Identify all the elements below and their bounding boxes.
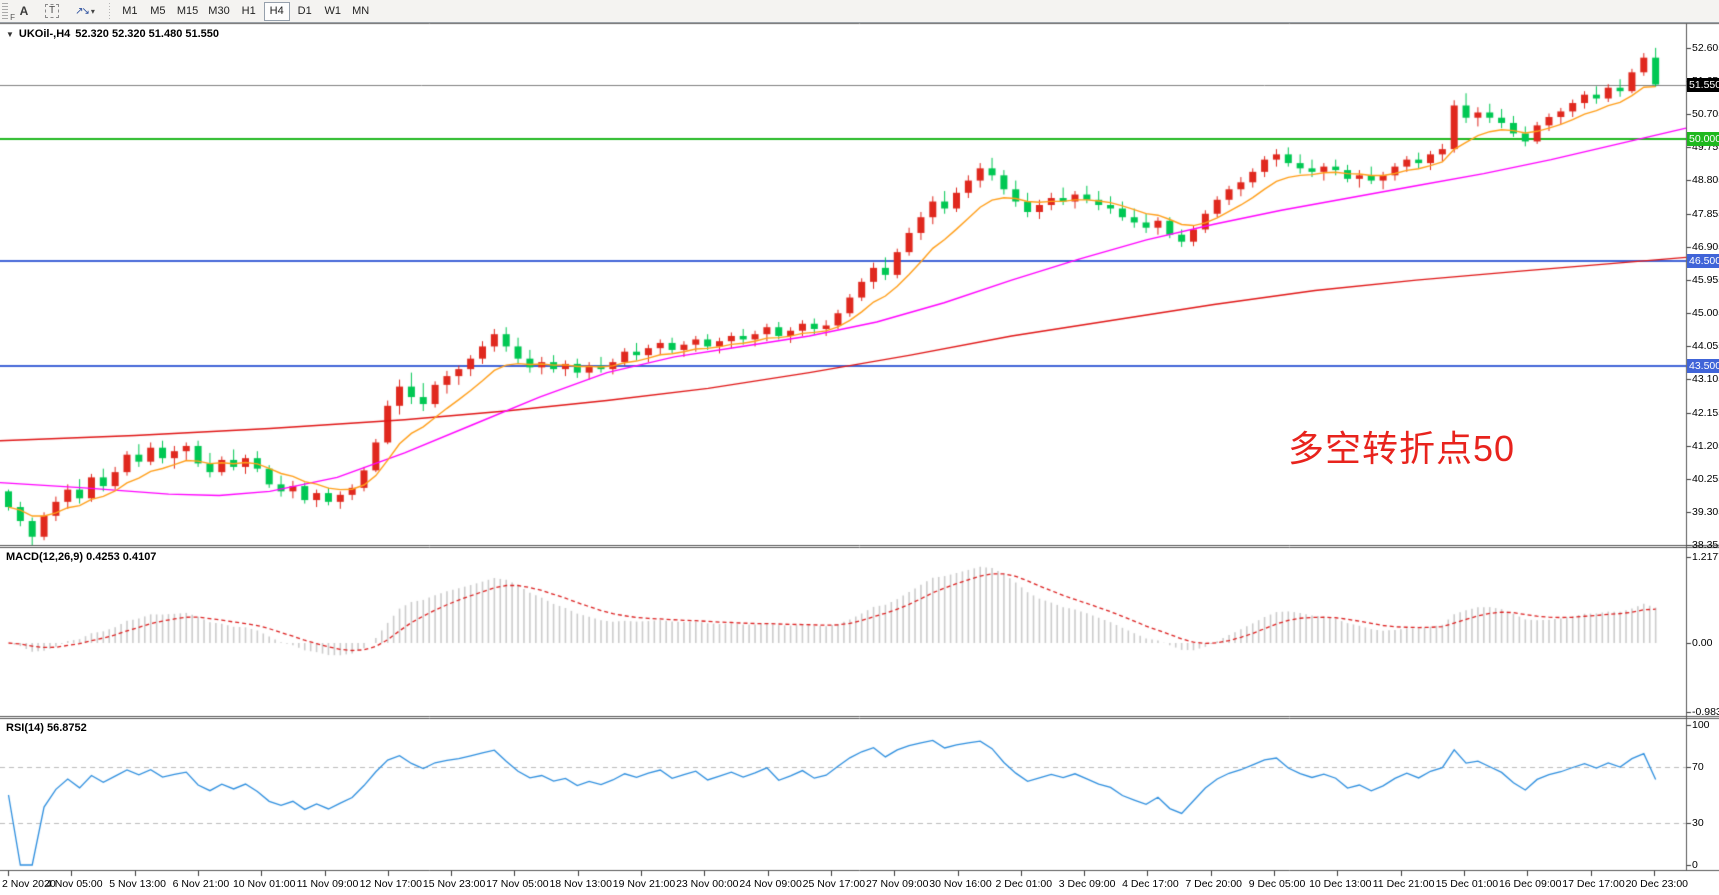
timeframe-button-m30[interactable]: M30: [204, 2, 233, 21]
axis-tick-label: 17 Nov 05:00: [486, 878, 549, 890]
timeframe-button-h4[interactable]: H4: [263, 1, 290, 21]
axis-tick-label: 11 Nov 09:00: [296, 878, 359, 890]
axis-tick-label: 52.605: [1692, 41, 1719, 54]
timeframe-button-h1[interactable]: H1: [236, 2, 262, 21]
text-a-icon[interactable]: A: [13, 1, 35, 21]
timeframe-button-d1[interactable]: D1: [292, 2, 318, 21]
axis-tick-label: 5 Nov 13:00: [109, 878, 166, 890]
axis-tick-label: 50.705: [1692, 108, 1719, 121]
price-marker-box: 43.500: [1687, 358, 1719, 373]
axis-tick-label: 39.305: [1692, 506, 1719, 519]
axis-tick-label: 48.805: [1692, 174, 1719, 187]
timeframe-button-w1[interactable]: W1: [320, 2, 346, 21]
chart-title: ▼ UKOil-,H4 52.320 52.320 51.480 51.550: [6, 28, 219, 40]
timeframe-button-m1[interactable]: M1: [117, 2, 143, 21]
toolbar-grip-handle[interactable]: F: [2, 3, 15, 22]
timeframe-button-m15[interactable]: M15: [173, 2, 202, 21]
axis-tick-label: 12 Nov 17:00: [359, 878, 423, 890]
axis-tick-label: 0: [1692, 859, 1698, 871]
axis-tick-label: 44.055: [1692, 340, 1719, 353]
axis-tick-label: 41.205: [1692, 439, 1719, 452]
axis-tick-label: 15 Dec 01:00: [1435, 878, 1499, 890]
axis-tick-label: 18 Nov 13:00: [549, 878, 612, 890]
timeframe-button-mn[interactable]: MN: [348, 2, 374, 21]
axis-tick-label: 2 Dec 01:00: [995, 878, 1053, 890]
axis-tick-label: 4 Nov 05:00: [45, 878, 103, 890]
dropdown-caret-icon: ▾: [90, 6, 95, 16]
time-axis[interactable]: 2 Nov 2020 4 Nov 05:00 5 Nov 13:00 6 Nov 21…: [0, 872, 1719, 895]
axis-tick-label: 70: [1692, 761, 1704, 773]
axis-tick-label: 4 Dec 17:00: [1122, 878, 1179, 890]
axis-tick-label: 23 Nov 00:00: [676, 878, 739, 890]
axis-tick-label: 17 Dec 17:00: [1562, 878, 1625, 890]
axis-tick-label: 2 Nov 2020: [2, 878, 56, 890]
axis-tick-label: 100: [1692, 719, 1710, 731]
price-axis[interactable]: 52.60551.65550.70549.75548.80547.85546.9…: [1687, 24, 1719, 871]
annotation-text: 多空转折点50: [1288, 428, 1516, 469]
axis-tick-label: 9 Dec 05:00: [1248, 878, 1306, 890]
axis-tick-label: 20 Dec 23:00: [1625, 878, 1689, 890]
axis-tick-label: -0.9832: [1692, 706, 1719, 719]
axis-tick-label: 30 Nov 16:00: [929, 878, 992, 890]
axis-tick-label: 46.905: [1692, 240, 1719, 253]
axis-tick-label: 25 Nov 17:00: [802, 878, 866, 890]
axis-tick-label: 16 Dec 09:00: [1498, 878, 1562, 890]
ohlc-values: 52.320 52.320 51.480 51.550: [75, 28, 220, 40]
axis-tick-label: 27 Nov 09:00: [865, 878, 929, 890]
axis-tick-label: 19 Nov 21:00: [612, 878, 676, 890]
axis-tick-label: 43.105: [1692, 373, 1719, 386]
arrows-tool-icon[interactable]: ↗↘ ▾: [69, 1, 101, 21]
axis-tick-label: 1.2177: [1692, 551, 1719, 563]
axis-tick-label: 7 Dec 20:00: [1185, 878, 1242, 890]
price-marker-box: 50.000: [1687, 131, 1719, 146]
toolbar: F A T ↗↘ ▾ M1 M5 M15 M30 H1 H4 D1 W1 MN: [0, 0, 1719, 23]
axis-tick-label: 38.355: [1692, 539, 1719, 552]
timeframe-button-m5[interactable]: M5: [145, 2, 171, 21]
axis-tick-label: 40.255: [1692, 472, 1719, 485]
cursor-arrows-icon: ↗↘: [75, 5, 90, 17]
price-marker-box: 51.550: [1687, 77, 1719, 92]
axis-tick-label: 30: [1692, 817, 1704, 829]
symbol-dropdown-icon[interactable]: ▼: [6, 29, 14, 39]
rsi-indicator-label: RSI(14) 56.8752: [6, 722, 87, 734]
symbol-period-label: UKOil-,H4: [18, 28, 71, 40]
axis-tick-label: 24 Nov 09:00: [739, 878, 802, 890]
axis-tick-label: 45.955: [1692, 273, 1719, 286]
axis-tick-label: 45.005: [1692, 307, 1719, 320]
toolbar-separator: [108, 3, 110, 19]
axis-tick-label: 15 Nov 23:00: [422, 878, 486, 890]
axis-tick-label: 42.155: [1692, 406, 1719, 419]
price-marker-box: 46.500: [1687, 253, 1719, 268]
grip-f-label: F: [10, 13, 15, 22]
axis-tick-label: 10 Dec 13:00: [1309, 878, 1372, 890]
axis-tick-label: 3 Dec 09:00: [1058, 878, 1116, 890]
axis-tick-label: 47.855: [1692, 207, 1719, 220]
text-box-tool-icon[interactable]: T: [39, 1, 65, 21]
macd-indicator-label: MACD(12,26,9) 0.4253 0.4107: [6, 551, 157, 563]
axis-tick-label: 6 Nov 21:00: [172, 878, 230, 890]
axis-tick-label: 10 Nov 01:00: [232, 878, 296, 890]
axis-tick-label: 11 Dec 21:00: [1372, 878, 1435, 890]
axis-tick-label: 0.00: [1692, 637, 1713, 649]
